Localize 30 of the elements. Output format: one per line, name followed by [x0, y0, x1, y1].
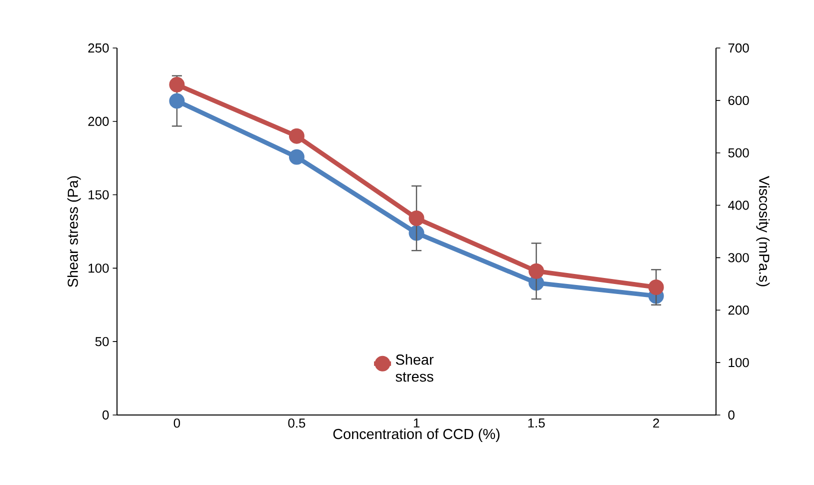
y2-tick-label: 500 — [728, 148, 749, 158]
point — [288, 128, 304, 144]
point — [528, 263, 544, 279]
y-tick-label: 0 — [102, 410, 109, 420]
y2-tick-label: 600 — [728, 96, 749, 105]
y2-tick-label: 700 — [728, 43, 749, 53]
point — [408, 210, 424, 226]
y-tick-label: 250 — [88, 43, 109, 53]
y2-axis-title: Viscosity (mPa.s) — [756, 176, 770, 286]
point — [288, 149, 304, 165]
y2-tick-label: 0 — [728, 410, 734, 420]
y2-tick-label: 200 — [728, 306, 749, 315]
point — [648, 280, 664, 296]
x-tick-label: 2 — [653, 418, 660, 428]
y-tick-label: 200 — [88, 116, 109, 126]
x-axis-title: Concentration of CCD (%) — [333, 428, 500, 442]
y2-tick-label: 100 — [728, 358, 749, 368]
point — [169, 93, 185, 109]
y-tick-label: 100 — [88, 264, 109, 273]
legend-label: Shear stress — [396, 354, 434, 382]
y-tick-label: 50 — [95, 336, 109, 346]
x-tick-label: 1 — [414, 418, 420, 428]
point — [169, 76, 185, 92]
y2-tick-label: 400 — [728, 200, 749, 210]
x-tick-label: 0.5 — [288, 418, 306, 428]
y-axis-title: Shear stress (Pa) — [67, 176, 81, 288]
y2-tick-label: 300 — [728, 253, 749, 262]
y-tick-label: 150 — [88, 190, 109, 200]
x-tick-label: 1.5 — [528, 418, 545, 428]
x-tick-label: 0 — [174, 418, 180, 428]
